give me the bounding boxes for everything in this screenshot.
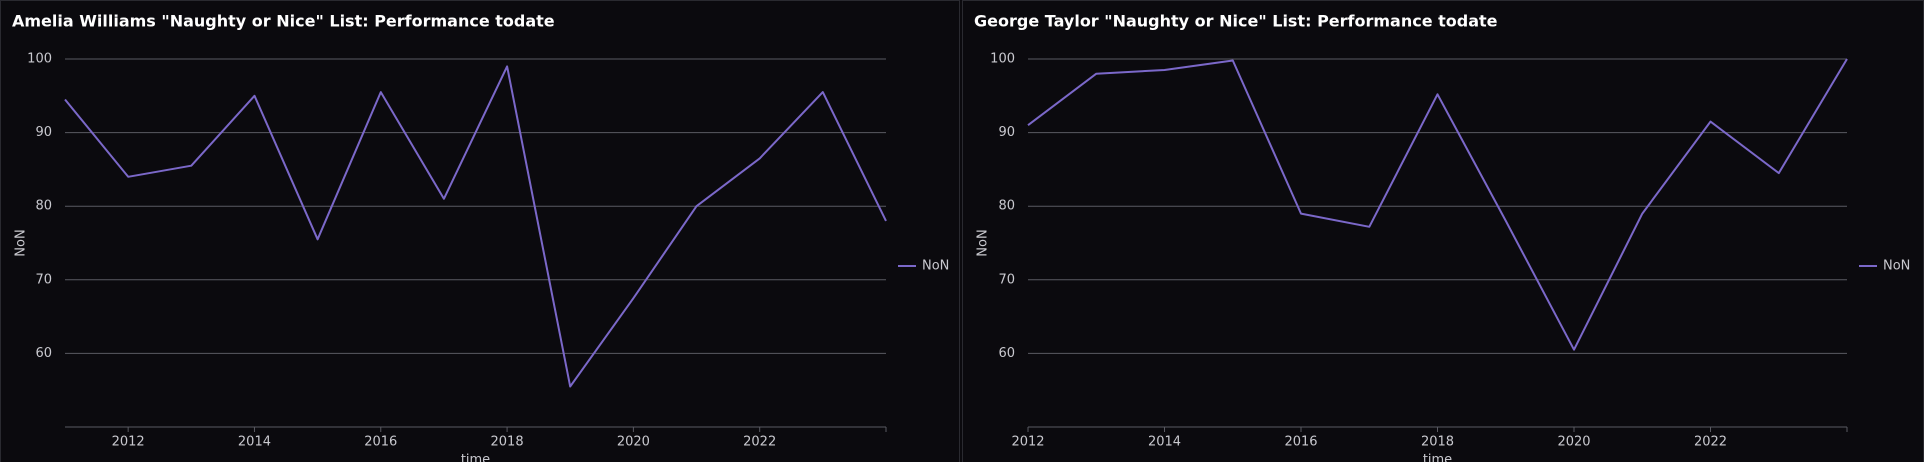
legend-label: NoN bbox=[1883, 259, 1910, 274]
y-tick-label: 80 bbox=[35, 199, 52, 214]
chart-title: Amelia Williams "Naughty or Nice" List: … bbox=[12, 12, 555, 31]
chart-title: George Taylor "Naughty or Nice" List: Pe… bbox=[974, 12, 1498, 31]
y-tick-label: 70 bbox=[998, 272, 1015, 287]
x-axis-label: time bbox=[461, 453, 490, 462]
y-tick-label: 60 bbox=[35, 346, 52, 361]
x-tick-label: 2014 bbox=[238, 435, 271, 450]
y-tick-label: 90 bbox=[998, 125, 1015, 140]
x-tick-label: 2020 bbox=[1557, 435, 1590, 450]
y-tick-label: 80 bbox=[998, 199, 1015, 214]
y-tick-label: 90 bbox=[35, 125, 52, 140]
x-tick-label: 2018 bbox=[491, 435, 524, 450]
x-tick-label: 2014 bbox=[1148, 435, 1181, 450]
data-line bbox=[64, 65, 887, 388]
x-axis-label: time bbox=[1423, 453, 1452, 462]
y-tick-label: 70 bbox=[35, 272, 52, 287]
x-tick-label: 2022 bbox=[1694, 435, 1727, 450]
legend-label: NoN bbox=[922, 259, 949, 274]
data-line bbox=[1027, 58, 1848, 351]
x-tick-label: 2012 bbox=[1011, 435, 1044, 450]
x-tick-label: 2022 bbox=[743, 435, 776, 450]
y-tick-label: 100 bbox=[27, 52, 52, 67]
y-tick-label: 100 bbox=[990, 52, 1015, 67]
x-tick-label: 2012 bbox=[112, 435, 145, 450]
y-tick-label: 60 bbox=[998, 346, 1015, 361]
y-axis-label: NoN bbox=[14, 229, 29, 256]
y-axis-label: NoN bbox=[976, 229, 991, 256]
panel-border bbox=[0, 0, 960, 462]
x-tick-label: 2016 bbox=[364, 435, 397, 450]
x-tick-label: 2020 bbox=[617, 435, 650, 450]
x-tick-label: 2018 bbox=[1421, 435, 1454, 450]
x-tick-label: 2016 bbox=[1284, 435, 1317, 450]
